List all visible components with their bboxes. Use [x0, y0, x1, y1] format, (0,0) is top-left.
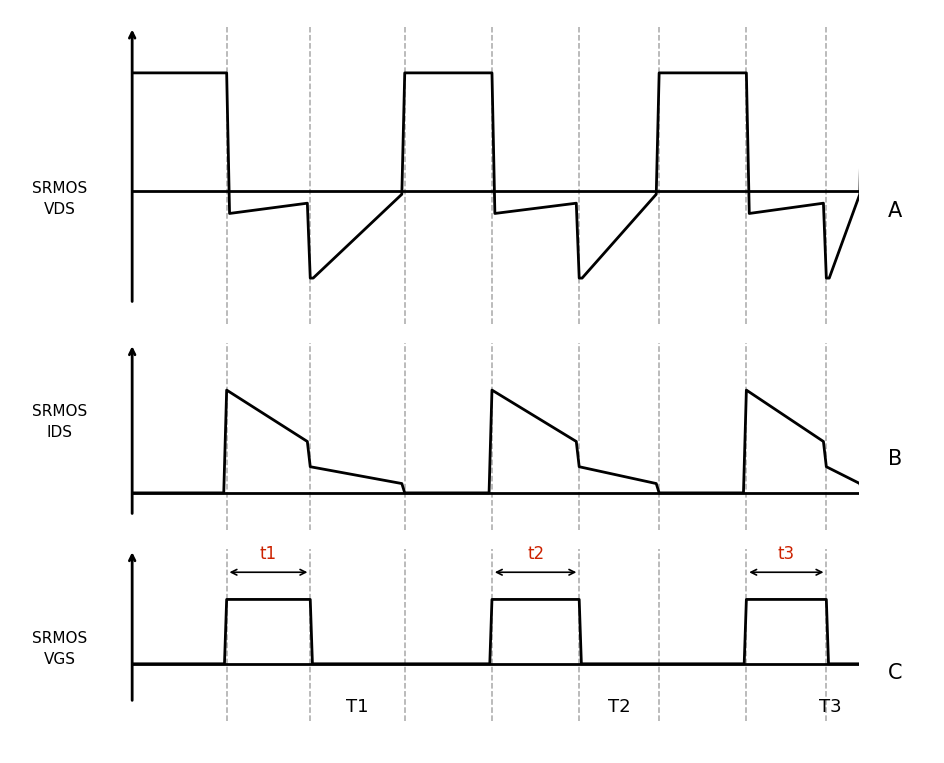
- Text: C: C: [888, 663, 902, 683]
- Text: t1: t1: [260, 546, 277, 563]
- Text: t3: t3: [778, 546, 795, 563]
- Text: SRMOS
VDS: SRMOS VDS: [32, 182, 87, 217]
- Text: SRMOS
VGS: SRMOS VGS: [32, 631, 87, 667]
- Text: B: B: [888, 449, 902, 469]
- Text: t2: t2: [527, 546, 544, 563]
- Text: T3: T3: [818, 697, 841, 716]
- Text: T1: T1: [346, 697, 369, 716]
- Text: T2: T2: [608, 697, 631, 716]
- Text: A: A: [888, 201, 902, 221]
- Text: SRMOS
IDS: SRMOS IDS: [32, 404, 87, 439]
